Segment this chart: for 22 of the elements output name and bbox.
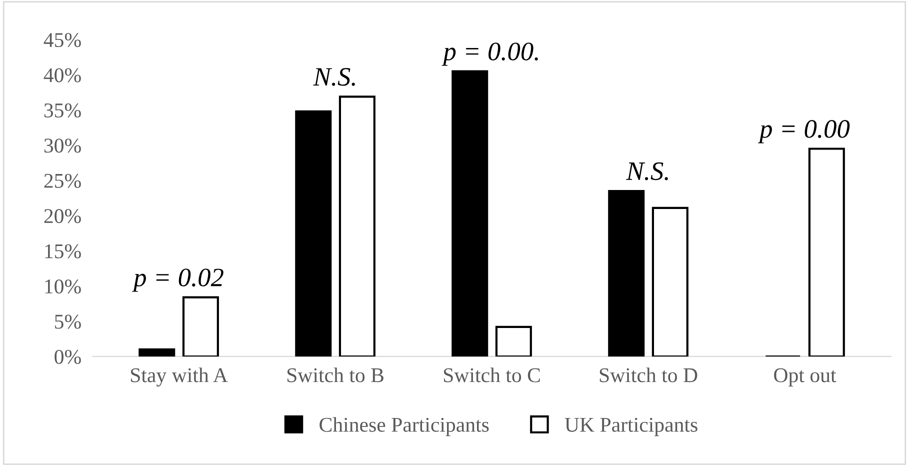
annotation: p = 0.02 xyxy=(132,268,224,292)
y-tick-label: 30% xyxy=(44,138,81,153)
y-tick-label: 45% xyxy=(44,32,81,48)
annotation: p = 0.00 xyxy=(758,120,850,144)
annotation: N.S. xyxy=(313,68,355,86)
annotation: N.S. xyxy=(626,162,668,180)
x-tick-label: Switch to D xyxy=(600,368,698,382)
x-tick-label: Stay with A xyxy=(130,368,228,387)
y-tick-label: 10% xyxy=(45,279,81,294)
x-tick-label: Switch to B xyxy=(287,368,384,382)
annotation: p = 0.00. xyxy=(442,42,538,66)
x-tick-label: Opt out xyxy=(774,368,836,386)
y-tick-label: 5% xyxy=(55,314,81,329)
y-tick-label: 0% xyxy=(54,350,81,364)
legend-label: UK Participants xyxy=(564,418,698,436)
x-tick-label: Switch to C xyxy=(444,368,540,382)
legend-label: Chinese Participants xyxy=(320,417,489,436)
y-tick-label: 20% xyxy=(44,209,81,224)
y-tick-label: 35% xyxy=(44,103,81,118)
y-tick-label: 15% xyxy=(45,244,81,258)
y-tick-label: 25% xyxy=(44,174,81,188)
y-tick-label: 40% xyxy=(44,68,81,82)
